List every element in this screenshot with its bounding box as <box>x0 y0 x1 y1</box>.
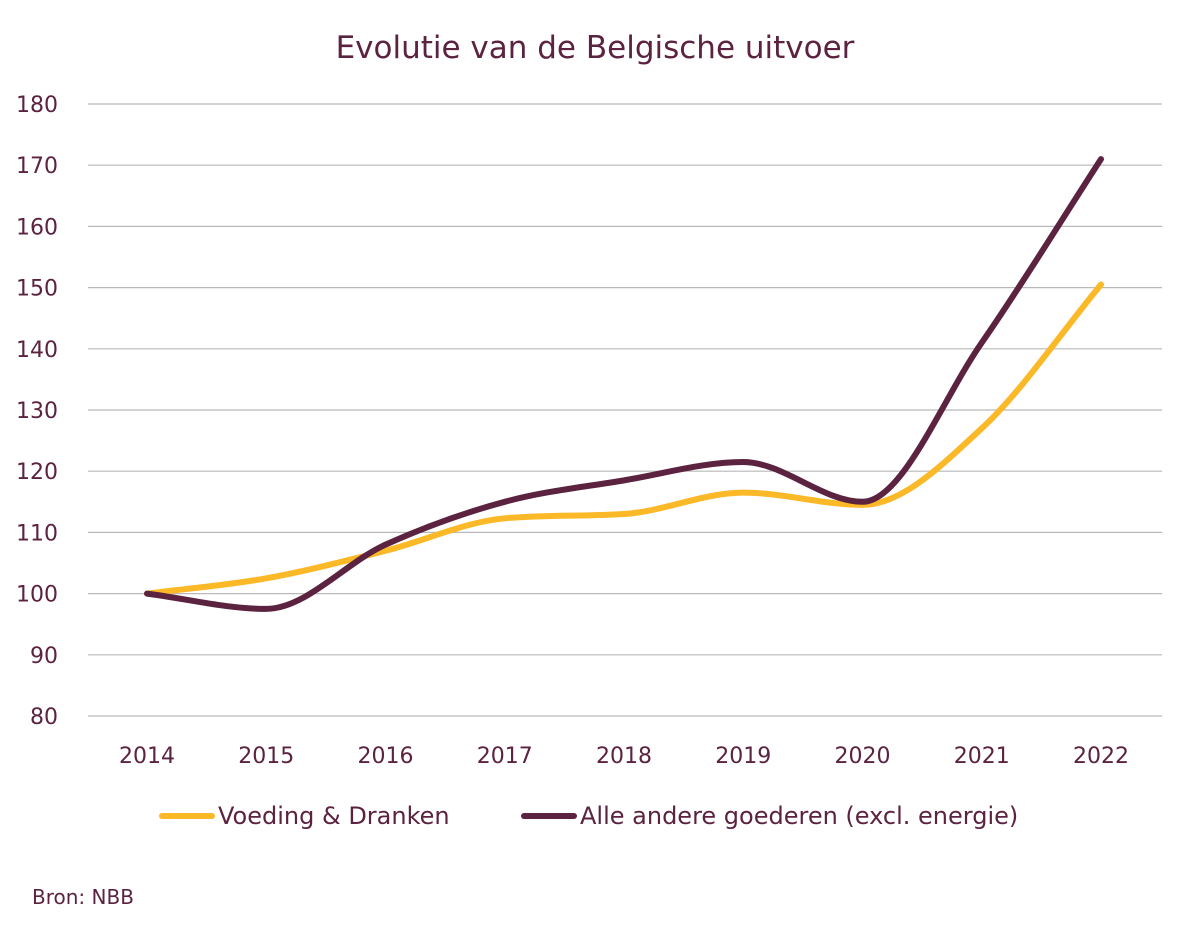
x-tick-label: 2014 <box>119 744 175 769</box>
y-tick-label: 140 <box>16 338 58 363</box>
y-tick-label: 130 <box>16 399 58 424</box>
series-line-1 <box>144 281 1104 597</box>
y-tick-label: 170 <box>16 154 58 179</box>
x-tick-label: 2018 <box>596 744 652 769</box>
x-tick-label: 2016 <box>358 744 414 769</box>
y-tick-label: 160 <box>16 215 58 240</box>
y-tick-label: 180 <box>16 93 58 118</box>
y-tick-label: 80 <box>30 705 58 730</box>
y-tick-label: 90 <box>30 644 58 669</box>
series-line-2 <box>144 156 1104 612</box>
y-tick-label: 150 <box>16 277 58 302</box>
y-tick-label: 120 <box>16 460 58 485</box>
x-tick-label: 2020 <box>835 744 891 769</box>
legend: Voeding & Dranken Alle andere goederen (e… <box>159 802 1018 830</box>
x-tick-label: 2021 <box>954 744 1010 769</box>
y-tick-label: 110 <box>16 521 58 546</box>
y-tick-label: 100 <box>16 583 58 608</box>
series-lines <box>144 156 1104 612</box>
x-tick-label: 2015 <box>238 744 294 769</box>
legend-label-2: Alle andere goederen (excl. energie) <box>580 802 1018 830</box>
gridlines <box>88 103 1162 717</box>
source-note: Bron: NBB <box>32 885 134 909</box>
x-tick-label: 2017 <box>477 744 533 769</box>
x-tick-label: 2019 <box>715 744 771 769</box>
y-axis-ticks: 80 90 100 110 120 130 140 150 160 170 180 <box>16 93 58 730</box>
chart-title: Evolutie van de Belgische uitvoer <box>336 30 855 66</box>
x-tick-label: 2022 <box>1073 744 1129 769</box>
x-axis-ticks: 2014 2015 2016 2017 2018 2019 2020 2021 2022 <box>119 744 1129 769</box>
legend-label-1: Voeding & Dranken <box>218 802 450 830</box>
